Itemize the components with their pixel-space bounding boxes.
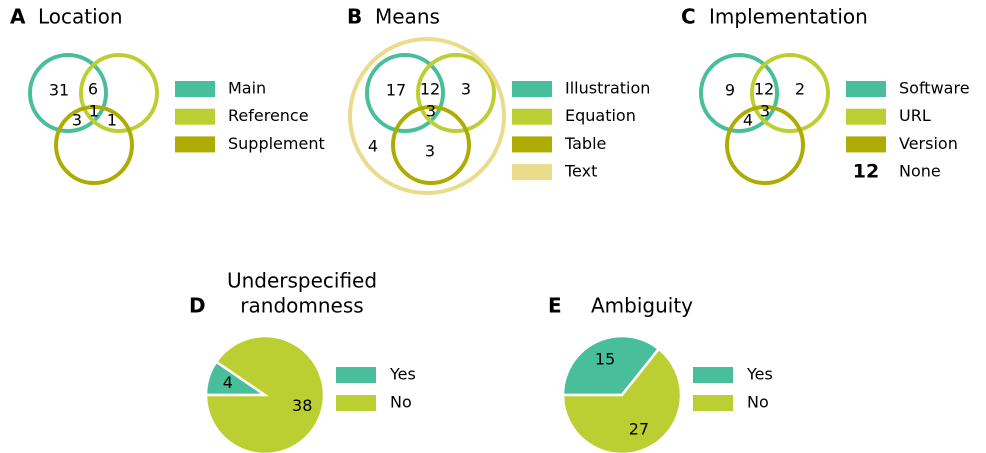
slice-label: 15 (595, 349, 615, 368)
legend-label: Yes (746, 365, 773, 384)
region-label: 31 (49, 81, 69, 100)
panel-title: Implementation (709, 5, 868, 29)
legend-count: 12 (853, 161, 879, 183)
legend-label: Software (899, 79, 970, 98)
set-circle (348, 37, 506, 195)
panel-title: randomness (240, 294, 363, 318)
legend-label: No (390, 393, 412, 412)
legend-label: Supplement (228, 134, 325, 153)
set-circle (54, 105, 134, 185)
legend-swatch (846, 108, 886, 125)
set-circle (750, 53, 830, 133)
set-circle (725, 105, 805, 185)
legend-swatch (175, 108, 215, 125)
region-label: 12 (420, 80, 440, 99)
legend-swatch (512, 81, 552, 97)
slice-label: 4 (223, 373, 233, 392)
set-circle (416, 53, 496, 133)
legend-label: None (899, 162, 941, 181)
panel-title: Means (375, 5, 440, 29)
region-label: 3 (760, 102, 770, 121)
panel-letter: A (10, 5, 26, 29)
set-circle (79, 53, 159, 133)
panel-letter: B (347, 5, 362, 29)
slice-label: 38 (292, 396, 312, 415)
legend-swatch (693, 367, 733, 383)
legend-label: Illustration (565, 79, 650, 98)
set-circle (391, 105, 471, 185)
region-label: 3 (461, 80, 471, 99)
panel-title: Ambiguity (591, 294, 693, 318)
region-label: 1 (89, 102, 99, 121)
region-label: 4 (743, 111, 753, 130)
legend-swatch (175, 136, 215, 153)
region-label: 6 (88, 80, 98, 99)
legend-label: Text (564, 162, 597, 181)
panel-letter: E (548, 294, 562, 318)
legend-swatch (175, 81, 215, 97)
region-label: 2 (795, 80, 805, 99)
region-label: 1 (107, 111, 117, 130)
legend-swatch (512, 164, 552, 181)
legend-label: Table (564, 134, 606, 153)
legend-label: Main (228, 79, 266, 98)
panel-title: Underspecified (227, 269, 377, 293)
set-circle (28, 53, 108, 133)
legend-label: Reference (228, 106, 309, 125)
region-label: 17 (386, 81, 406, 100)
region-label: 3 (425, 142, 435, 161)
region-label: 3 (426, 102, 436, 121)
set-circle (365, 53, 445, 133)
pie-slice (204, 334, 326, 453)
legend-swatch (512, 108, 552, 125)
set-circle (699, 53, 779, 133)
legend-label: Equation (565, 106, 636, 125)
legend-label: Version (899, 134, 958, 153)
slice-label: 27 (629, 420, 649, 439)
legend-swatch (693, 395, 733, 411)
panel-letter: D (189, 294, 206, 318)
region-label: 3 (72, 111, 82, 130)
legend-swatch (846, 81, 886, 97)
legend-swatch (336, 367, 376, 383)
legend-label: URL (899, 106, 931, 125)
panel-title: Location (38, 5, 123, 29)
panel-letter: C (681, 5, 696, 29)
region-label: 4 (368, 137, 378, 156)
legend-swatch (846, 136, 886, 153)
region-label: 9 (725, 81, 735, 100)
legend-swatch (512, 136, 552, 153)
pie-slice (561, 334, 661, 397)
legend-label: Yes (389, 365, 416, 384)
region-label: 12 (754, 80, 774, 99)
legend-label: No (747, 393, 769, 412)
pie-slice (561, 347, 683, 453)
legend-swatch (336, 395, 376, 411)
